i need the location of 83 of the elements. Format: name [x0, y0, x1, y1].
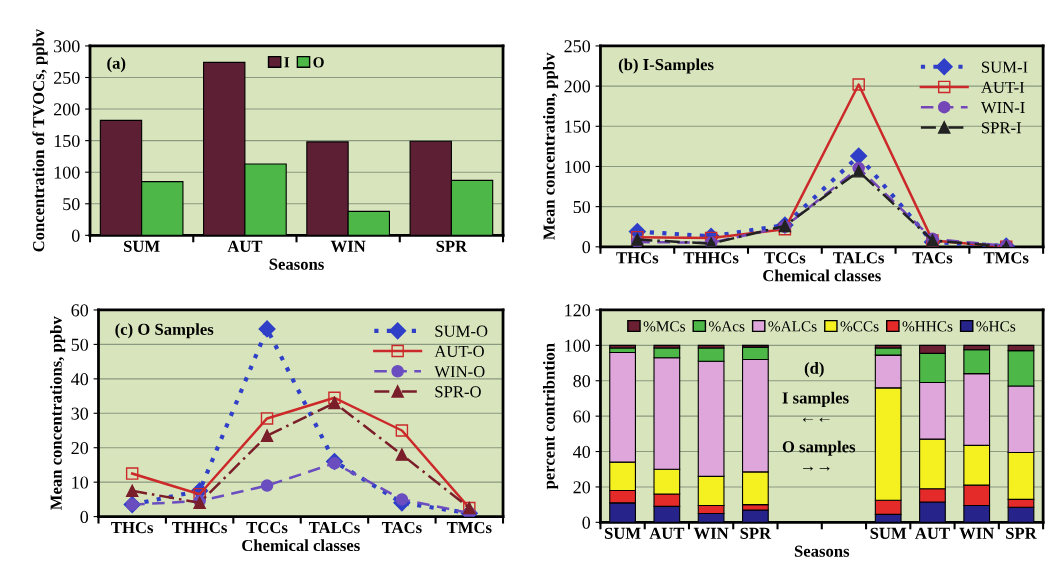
x-tick-label: TMCs: [983, 252, 1029, 264]
x-tick-label: THCs: [111, 521, 154, 534]
y-tick-label: 100: [565, 160, 591, 173]
y-tick-label: 150: [54, 134, 80, 148]
annotation: (d): [804, 362, 824, 378]
y-tick-label: 250: [54, 71, 80, 84]
legend-label: %CCs: [840, 321, 879, 332]
y-tick-label: 100: [54, 166, 80, 179]
text: (a): [107, 57, 126, 73]
y-tick-label: 20: [573, 481, 591, 494]
y-tick-label: 0: [582, 516, 591, 529]
x-tick-label: WIN: [693, 527, 729, 540]
y-tick-label: 0: [80, 510, 89, 524]
y-tick-label: 100: [565, 339, 591, 352]
y-tick-label: 80: [573, 375, 591, 388]
x-tick-label: TACs: [912, 252, 953, 264]
x-tick-label: TMCs: [446, 521, 492, 534]
y-tick-label: 150: [565, 120, 591, 133]
x-axis-title: Chemical classes: [763, 269, 881, 282]
legend-label: I: [284, 57, 290, 68]
annotation: O samples: [782, 440, 856, 456]
x-tick-label: SUM: [604, 527, 641, 539]
x-axis-title: Seasons: [794, 545, 850, 557]
legend-label: %HHCs: [902, 321, 953, 332]
y-tick-label: 50: [63, 198, 80, 211]
x-tick-label: THHCs: [683, 252, 739, 264]
legend-label: %Acs: [709, 321, 745, 332]
x-tick-label: SPR: [436, 240, 468, 252]
y-axis-title: Concentration of TVOCs, ppbv: [32, 28, 48, 252]
legend-label: SPR-I: [982, 122, 1022, 134]
legend-label: %HCs: [976, 321, 1016, 332]
legend-label: O: [313, 57, 324, 68]
annotation: ←←: [803, 417, 830, 422]
x-tick-label: TCCs: [246, 521, 288, 534]
x-tick-label: TALCs: [308, 521, 360, 534]
legend-label: SPR-O: [435, 386, 481, 398]
y-tick-label: 300: [54, 40, 80, 53]
y-tick-label: 30: [71, 407, 89, 420]
x-tick-label: SPR: [740, 527, 772, 539]
y-axis-title: percent contribntion: [542, 343, 559, 490]
y-tick-label: 10: [72, 476, 89, 489]
text: (c) O Samples: [115, 323, 214, 339]
x-tick-label: TCCs: [764, 252, 806, 264]
y-tick-label: 200: [564, 80, 591, 93]
y-tick-label: 50: [71, 338, 89, 351]
x-tick-label: TALCs: [833, 252, 885, 264]
y-tick-label: 20: [71, 441, 89, 455]
x-tick-label: TACs: [381, 521, 422, 534]
y-tick-label: 250: [564, 40, 591, 53]
y-axis-title: Mean concentration, ppbv: [542, 52, 559, 240]
y-tick-label: 200: [54, 103, 80, 116]
text: (b) I-Samples: [618, 58, 714, 74]
x-tick-label: AUT: [227, 240, 263, 252]
y-tick-label: 120: [565, 304, 591, 317]
x-tick-label: THCs: [616, 252, 659, 264]
y-tick-label: 0: [71, 229, 80, 242]
x-tick-label: AUT: [649, 527, 685, 539]
x-tick-label: THHCs: [172, 521, 227, 534]
y-tick-label: 60: [573, 410, 591, 423]
legend-label: AUT-I: [981, 81, 1025, 93]
legend-label: AUT-O: [434, 345, 484, 358]
x-tick-label: WIN: [959, 527, 995, 540]
legend-label: %ALCs: [768, 321, 817, 332]
legend-label: SUM-I: [982, 61, 1028, 73]
legend-label: WIN-O: [434, 366, 485, 378]
legend-label: SUM-O: [435, 325, 488, 337]
y-tick-label: 40: [71, 373, 89, 386]
y-axis-title: Mean concentrations, ppbv: [50, 316, 66, 510]
legend-label: %MCs: [643, 321, 685, 332]
annotation: I samples: [782, 391, 849, 407]
y-tick-label: 40: [573, 445, 591, 458]
x-tick-label: AUT: [915, 527, 950, 539]
x-axis-title: Seasons: [269, 258, 324, 270]
x-tick-label: SUM: [124, 240, 160, 252]
y-tick-label: 0: [582, 241, 591, 254]
x-tick-label: SUM: [870, 527, 907, 539]
x-axis-title: Chemical classes: [242, 539, 360, 552]
x-tick-label: SPR: [1006, 527, 1037, 539]
x-tick-label: WIN: [330, 240, 366, 253]
y-tick-label: 50: [573, 200, 591, 214]
annotation: →→: [803, 466, 830, 471]
y-tick-label: 60: [71, 304, 89, 317]
legend-label: WIN-I: [980, 102, 1025, 114]
